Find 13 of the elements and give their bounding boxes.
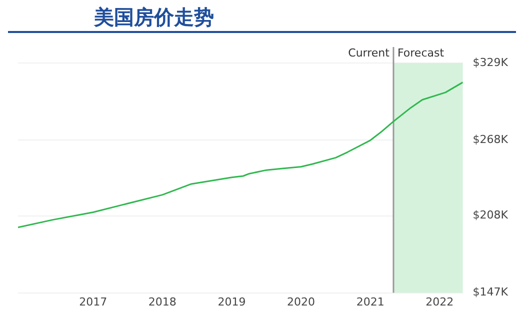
x-tick-label: 2017 bbox=[79, 295, 108, 308]
y-tick-label: $208K bbox=[472, 208, 509, 222]
x-tick-label: 2020 bbox=[287, 295, 316, 308]
y-tick-label: $147K bbox=[472, 286, 509, 299]
band-label: Forecast bbox=[397, 46, 445, 60]
chart-title: 美国房价走势 bbox=[94, 4, 214, 31]
y-tick-label: $329K bbox=[472, 56, 509, 69]
x-tick-label: 2019 bbox=[218, 295, 246, 308]
ref-line-label: Current bbox=[348, 46, 390, 60]
x-tick-label: 2022 bbox=[426, 295, 454, 308]
x-tick-label: 2021 bbox=[356, 295, 384, 308]
y-tick-label: $268K bbox=[472, 132, 509, 146]
x-tick-label: 2018 bbox=[148, 295, 176, 308]
